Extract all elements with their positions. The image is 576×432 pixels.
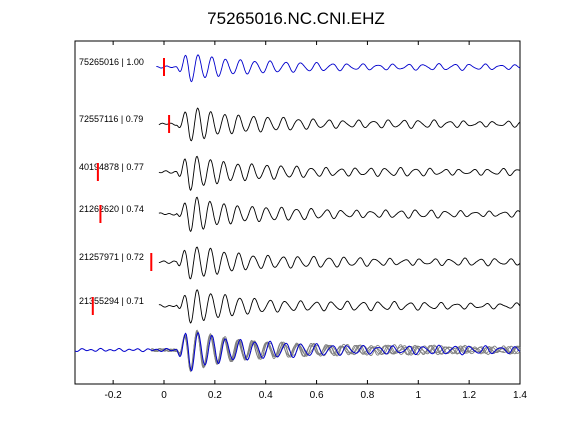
chart-title: 75265016.NC.CNI.EHZ: [207, 9, 385, 28]
x-tick-label: 0.8: [360, 390, 374, 401]
trace-label: 40194878 | 0.77: [79, 162, 144, 172]
x-tick-label: 1.2: [462, 390, 476, 401]
trace-label: 75265016 | 1.00: [79, 57, 144, 67]
waveform-trace: [158, 246, 521, 280]
x-axis: -0.2 0 0.2 0.4 0.6 0.8 1 1.2 1.4: [105, 41, 527, 401]
trace-label: 21355294 | 0.71: [79, 296, 144, 306]
trace-label: 21262620 | 0.74: [79, 204, 144, 214]
x-tick-label: 0: [161, 390, 167, 401]
plot-area: [74, 40, 521, 385]
waveform-trace: [158, 196, 521, 233]
waveform-trace: [158, 155, 521, 191]
trace-label: 21257971 | 0.72: [79, 252, 144, 262]
waveform-trace: [156, 54, 521, 83]
stack-reference-trace: [74, 332, 521, 372]
stack-trace: [151, 330, 521, 371]
trace-label: 72557116 | 0.79: [79, 114, 143, 124]
x-tick-label: 0.4: [259, 390, 273, 401]
x-tick-label: 0.6: [310, 390, 324, 401]
x-tick-label: 1: [416, 390, 422, 401]
x-tick-label: 0.2: [208, 390, 222, 401]
traces-layer: 75265016 | 1.00 72557116 | 0.79 40194878 |…: [74, 54, 521, 373]
waveform-trace: [158, 289, 521, 324]
waveform-trace: [158, 107, 521, 142]
x-tick-label: -0.2: [105, 390, 123, 401]
x-tick-label: 1.4: [513, 390, 527, 401]
